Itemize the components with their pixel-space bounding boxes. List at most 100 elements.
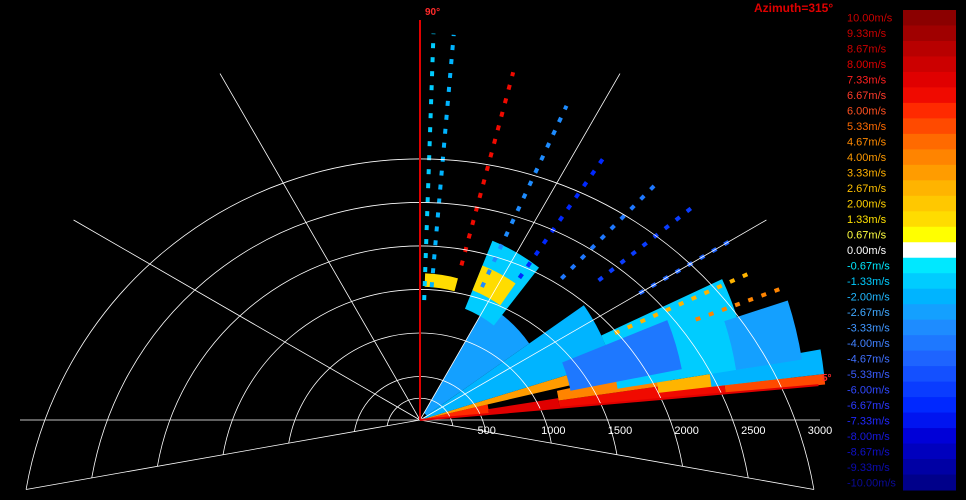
- velocity-ray: [517, 156, 606, 280]
- colorbar-swatch: [903, 133, 956, 150]
- colorbar-swatch: [903, 195, 956, 212]
- colorbar-label: 8.67m/s: [847, 44, 887, 56]
- colorbar-label: 1.33m/s: [847, 214, 887, 226]
- colorbar-swatch: [903, 40, 956, 57]
- colorbar: 10.00m/s 9.33m/s 8.67m/s 8.00m/s 7.33m/s 6.67…: [847, 10, 956, 491]
- colorbar-swatch: [903, 242, 956, 259]
- colorbar-swatch: [903, 304, 956, 321]
- colorbar-swatch: [903, 10, 956, 26]
- sector-edges: [419, 20, 819, 421]
- colorbar-swatch: [903, 443, 956, 460]
- colorbar-label: 2.00m/s: [847, 199, 887, 211]
- range-tick-label: 1500: [608, 425, 632, 437]
- colorbar-label: 5.33m/s: [847, 121, 887, 133]
- elevation-spoke: [26, 419, 421, 490]
- colorbar-swatch: [903, 149, 956, 166]
- colorbar-swatch: [903, 226, 956, 243]
- colorbar-label: 7.33m/s: [847, 75, 887, 87]
- colorbar-swatch: [903, 118, 956, 135]
- velocity-sector: [724, 373, 826, 394]
- colorbar-label: 0.67m/s: [847, 230, 887, 242]
- colorbar-label: -8.67m/s: [847, 446, 890, 458]
- colorbar-label: 9.33m/s: [847, 28, 887, 40]
- colorbar-swatch: [903, 474, 956, 491]
- colorbar-label: -7.33m/s: [847, 415, 890, 427]
- colorbar-swatch: [903, 397, 956, 414]
- velocity-sector: [562, 320, 682, 391]
- range-tick-label: 2500: [741, 425, 765, 437]
- velocity-sector: [724, 300, 802, 370]
- colorbar-swatch: [903, 288, 956, 305]
- colorbar-swatch: [903, 350, 956, 367]
- colorbar-label: -5.33m/s: [847, 369, 890, 381]
- colorbar-swatch: [903, 335, 956, 352]
- colorbar-swatch: [903, 319, 956, 336]
- colorbar-label: 6.00m/s: [847, 106, 887, 118]
- colorbar-swatch: [903, 87, 956, 104]
- sector-edge-5: [419, 384, 819, 421]
- colorbar-label: -0.67m/s: [847, 260, 890, 272]
- velocity-ray: [694, 285, 785, 322]
- colorbar-swatch: [903, 102, 956, 119]
- velocity-sector: [424, 304, 530, 416]
- colorbar-label: -4.00m/s: [847, 338, 890, 350]
- colorbar-swatch: [903, 180, 956, 197]
- range-tick-label: 1000: [541, 425, 565, 437]
- colorbar-label: 10.00m/s: [847, 13, 893, 25]
- elevation-5-label: 5°: [822, 373, 832, 384]
- colorbar-swatch: [903, 428, 956, 445]
- velocity-ray: [429, 34, 456, 288]
- elevation-spoke: [419, 73, 621, 421]
- colorbar-swatch: [903, 56, 956, 73]
- colorbar-label: -6.00m/s: [847, 384, 890, 396]
- velocity-sector: [472, 265, 516, 306]
- range-tick-labels: 500 1000 1500 2000 2500 3000: [477, 425, 832, 437]
- colorbar-label: -4.67m/s: [847, 353, 890, 365]
- velocity-ray: [597, 204, 695, 283]
- range-tick-label: 2000: [674, 425, 698, 437]
- velocity-ray: [422, 33, 436, 301]
- colorbar-label: -2.00m/s: [847, 291, 890, 303]
- colorbar-swatch: [903, 71, 956, 88]
- elevation-90-label: 90°: [425, 7, 440, 18]
- range-tick-label: 3000: [808, 425, 832, 437]
- colorbar-swatch: [903, 273, 956, 290]
- colorbar-label: -10.00m/s: [847, 477, 896, 489]
- colorbar-label: 0.00m/s: [847, 245, 887, 257]
- velocity-ray: [480, 104, 569, 288]
- colorbar-label: 8.00m/s: [847, 59, 887, 71]
- elevation-spoke: [419, 419, 814, 490]
- colorbar-swatch: [903, 412, 956, 429]
- velocity-sector: [423, 305, 612, 419]
- colorbar-swatch: [903, 164, 956, 181]
- colorbar-label: -9.33m/s: [847, 462, 890, 474]
- colorbar-swatch: [903, 257, 956, 274]
- colorbar-label: -3.33m/s: [847, 322, 890, 334]
- colorbar-swatch: [903, 381, 956, 398]
- velocity-sector: [488, 398, 560, 414]
- elevation-spoke: [419, 219, 767, 421]
- colorbar-label: -8.00m/s: [847, 431, 890, 443]
- colorbar-swatch: [903, 366, 956, 383]
- velocity-ray: [614, 271, 750, 336]
- elevation-spoke: [73, 219, 421, 421]
- colorbar-label: -2.67m/s: [847, 307, 890, 319]
- colorbar-swatch: [903, 211, 956, 228]
- colorbar-label: 3.33m/s: [847, 168, 887, 180]
- colorbar-label: -6.67m/s: [847, 400, 890, 412]
- colorbar-label: 2.67m/s: [847, 183, 887, 195]
- velocity-sector: [423, 369, 589, 420]
- elevation-spoke: [219, 73, 421, 421]
- colorbar-swatch: [903, 459, 956, 476]
- velocity-field: [420, 33, 826, 420]
- velocity-ray: [459, 71, 516, 266]
- colorbar-swatch: [903, 25, 956, 42]
- colorbar-label: 6.67m/s: [847, 90, 887, 102]
- colorbar-label: -1.33m/s: [847, 276, 890, 288]
- range-tick-label: 500: [477, 425, 495, 437]
- chart-title: Azimuth=315°: [754, 1, 833, 15]
- velocity-sector: [420, 404, 490, 420]
- colorbar-label: 4.67m/s: [847, 137, 887, 149]
